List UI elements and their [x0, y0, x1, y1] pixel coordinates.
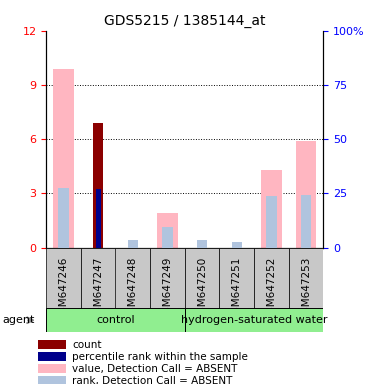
Bar [59, 188, 69, 248]
Text: count: count [72, 339, 102, 350]
Text: GSM647253: GSM647253 [301, 257, 311, 320]
Text: value, Detection Call = ABSENT: value, Detection Call = ABSENT [72, 364, 238, 374]
Bar [46, 308, 185, 332]
Text: rank, Detection Call = ABSENT: rank, Detection Call = ABSENT [72, 376, 233, 384]
Bar [219, 248, 254, 309]
Text: control: control [96, 315, 135, 325]
Text: GSM647252: GSM647252 [266, 257, 276, 320]
Bar [93, 123, 103, 248]
Text: agent: agent [2, 315, 35, 325]
Bar [162, 227, 172, 248]
Bar [254, 248, 289, 309]
Bar [197, 240, 208, 248]
Bar [95, 189, 101, 248]
Title: GDS5215 / 1385144_at: GDS5215 / 1385144_at [104, 14, 266, 28]
Bar [46, 248, 81, 309]
Bar [38, 364, 66, 373]
Bar [38, 340, 66, 349]
Text: GSM647247: GSM647247 [93, 257, 103, 320]
Bar [301, 195, 311, 248]
Bar [231, 242, 242, 248]
Bar [185, 308, 323, 332]
Text: GSM647250: GSM647250 [197, 257, 207, 320]
Bar [289, 248, 323, 309]
Bar [261, 170, 282, 248]
Text: hydrogen-saturated water: hydrogen-saturated water [181, 315, 327, 325]
Bar [266, 195, 276, 248]
Text: GSM647251: GSM647251 [232, 257, 242, 320]
Text: percentile rank within the sample: percentile rank within the sample [72, 352, 248, 362]
Bar [81, 248, 116, 309]
Bar [53, 69, 74, 248]
Bar [296, 141, 316, 248]
Bar [150, 248, 185, 309]
Bar [38, 376, 66, 384]
Text: GSM647249: GSM647249 [162, 257, 172, 320]
Bar [116, 248, 150, 309]
Bar [128, 240, 138, 248]
Text: GSM647248: GSM647248 [128, 257, 138, 320]
Bar [185, 248, 219, 309]
Bar [38, 353, 66, 361]
Bar [157, 214, 178, 248]
Text: GSM647246: GSM647246 [59, 257, 69, 320]
